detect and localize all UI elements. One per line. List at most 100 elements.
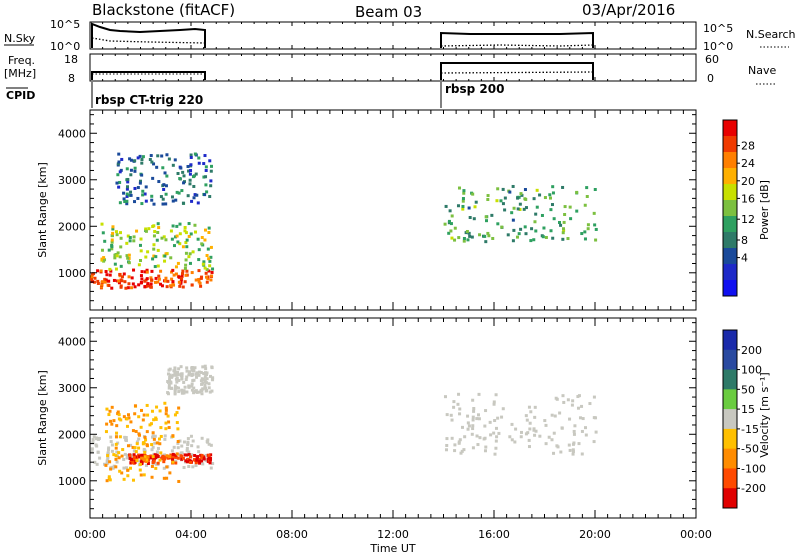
power-cell (96, 269, 100, 273)
velocity-cell (190, 453, 194, 457)
power-cell (466, 238, 470, 242)
cpid-label: CPID (6, 89, 35, 102)
velocity-cell (202, 457, 206, 461)
power-cell (461, 207, 465, 211)
velocity-cell (129, 443, 133, 447)
velocity-cell (159, 434, 163, 438)
power-cell (165, 285, 169, 289)
x-tick-label: 00:00 (74, 528, 106, 541)
velocity-cell (558, 411, 562, 415)
power-cell (161, 197, 165, 201)
power-cell (118, 255, 122, 259)
power-cell (110, 240, 114, 244)
power-cell (204, 271, 208, 275)
power-cell (185, 238, 189, 242)
power-cell (156, 280, 160, 284)
power-cell (563, 205, 567, 209)
power-cell (204, 168, 208, 172)
velocity-cell (200, 459, 204, 463)
velocity-cell (192, 391, 196, 395)
power-cell (132, 239, 136, 243)
power-cell (447, 219, 451, 223)
power-cell (164, 202, 168, 206)
velocity-cell (145, 460, 149, 464)
nsearch-series-2 (440, 44, 594, 47)
power-cell (132, 268, 136, 272)
power-cell (150, 160, 154, 164)
power-cell (575, 190, 579, 194)
power-cell (164, 252, 168, 256)
velocity-cell (115, 450, 119, 454)
power-cell (100, 285, 104, 289)
power-cell (125, 241, 129, 245)
power-cell (118, 170, 122, 174)
power-cell (129, 158, 133, 162)
power-cell (181, 170, 185, 174)
power-cell (159, 269, 163, 273)
nsky-strip-frame (89, 21, 697, 50)
velocity-cell (177, 479, 181, 483)
power-cell (508, 190, 512, 194)
velocity-cell (207, 386, 211, 390)
velocity-cell (185, 449, 189, 453)
power-cell (96, 279, 100, 283)
velocity-cell (445, 443, 449, 447)
velocity-cell (519, 435, 523, 439)
velocity-cell (470, 432, 474, 436)
velocity-cell (181, 456, 185, 460)
power-cell (163, 171, 167, 175)
velocity-cell (477, 417, 481, 421)
power-cell (178, 284, 182, 288)
power-cell (115, 233, 119, 237)
power-cell (140, 173, 144, 177)
power-cell (184, 273, 188, 277)
velocity-cell (168, 367, 172, 371)
velocity-cell (146, 462, 150, 466)
power-cell (523, 188, 527, 192)
velocity-cell (471, 424, 475, 428)
velocity-cell (176, 439, 180, 443)
power-cell (478, 233, 482, 237)
power-cell (196, 237, 200, 241)
velocity-cell (178, 439, 182, 443)
power-cell (133, 159, 137, 163)
power-cell (486, 194, 490, 198)
velocity-cell (171, 434, 175, 438)
velocity-cell (190, 388, 194, 392)
cpid-segment-2: rbsp 200 (445, 82, 504, 96)
power-cell (468, 234, 472, 238)
velocity-cell (150, 475, 154, 479)
velocity-cell (95, 436, 99, 440)
power-cell (170, 277, 174, 281)
power-cell (105, 273, 109, 277)
velocity-cell (571, 399, 575, 403)
power-cell (152, 247, 156, 251)
velocity-cell (566, 398, 570, 402)
power-cell (203, 266, 207, 270)
power-cell (535, 205, 539, 209)
velocity-cell (527, 445, 531, 449)
colorbar-swatch (723, 152, 737, 169)
velocity-cell (172, 445, 176, 449)
power-cell (148, 157, 152, 161)
power-cell (137, 283, 141, 287)
velocity-cell (475, 417, 479, 421)
power-cell (100, 282, 104, 286)
power-cell (129, 173, 133, 177)
velocity-cell (168, 455, 172, 459)
velocity-cell (193, 389, 197, 393)
velocity-cell (96, 450, 100, 454)
velocity-cell (114, 454, 118, 458)
power-cell (160, 154, 164, 158)
velocity-cell (203, 375, 207, 379)
power-cell (583, 237, 587, 241)
power-cell (103, 239, 107, 243)
velocity-cell (196, 445, 200, 449)
velocity-cell (463, 435, 467, 439)
power-cell (140, 202, 144, 206)
nsky-label: N.Sky (4, 32, 36, 45)
velocity-cell (117, 456, 121, 460)
velocity-cell (106, 447, 110, 451)
power-cell (453, 226, 457, 230)
velocity-cell (180, 457, 184, 461)
